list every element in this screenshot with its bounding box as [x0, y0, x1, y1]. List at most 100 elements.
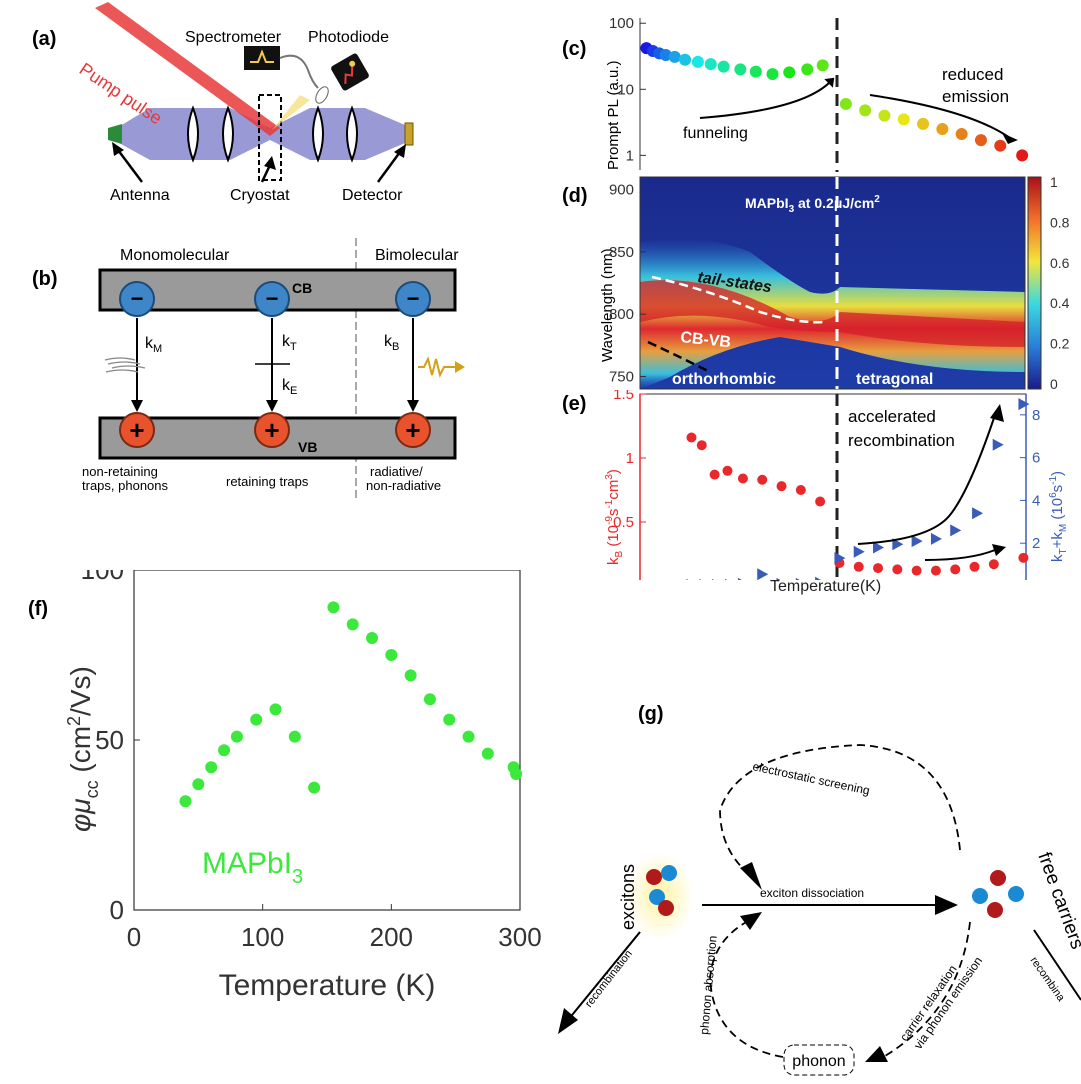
colorbar-tick-label: 0.8	[1050, 214, 1070, 230]
caption-radiative-2: non-radiative	[366, 478, 441, 493]
bimolecular-label: Bimolecular	[375, 247, 459, 264]
antenna-label: Antenna	[110, 187, 170, 204]
tail-states-curve	[651, 275, 826, 324]
panel-e-ylabel-right: kT+kM (106s-1)	[1048, 471, 1069, 562]
pl-point	[679, 53, 692, 66]
orthorhombic-label: orthorhombic	[672, 371, 776, 388]
hole-3: +	[395, 412, 431, 448]
monomolecular-label: Monomolecular	[120, 247, 230, 264]
free-carrier-hole-2	[1008, 886, 1024, 902]
e-ytick-left-label: 1.5	[613, 390, 634, 403]
photodiode-icon	[331, 53, 369, 91]
kb-point	[873, 563, 884, 574]
panel-f-plot-area	[133, 570, 521, 911]
pl-point	[783, 66, 796, 79]
panel-e-rates-chart: (e) 1.510.508642050100150200250 accelera…	[562, 390, 1069, 580]
svg-text:+: +	[264, 415, 279, 445]
mobility-point	[327, 601, 340, 614]
electron-2: −	[254, 281, 290, 317]
pl-point	[766, 68, 779, 81]
f-ytick-label: 0	[110, 895, 124, 925]
mobility-point	[404, 669, 417, 682]
colorbar-ticks: 1 0.8 0.6 0.4 0.2 0	[1050, 174, 1070, 392]
spectrometer-label: Spectrometer	[185, 29, 282, 46]
funneling-label: funneling	[683, 125, 748, 142]
pl-point	[801, 63, 814, 76]
mobility-point	[385, 649, 398, 661]
e-ytick-left-label: 1	[626, 450, 634, 467]
pl-point	[816, 59, 829, 72]
cb-label: CB	[292, 280, 312, 296]
ktkm-point	[892, 538, 904, 551]
panel-c-yticks: 100 10 1	[609, 15, 646, 164]
e-ytick-right-label: 8	[1032, 407, 1040, 424]
f-xtick-label: 200	[370, 922, 413, 952]
reduced-label-1: reduced	[942, 65, 1003, 84]
c-ytick-label: 1	[626, 147, 634, 164]
ktkm-point	[699, 578, 702, 580]
panel-g-label: (g)	[638, 703, 664, 725]
panel-a-setup: (a) Pump pulse Spectrometer Photodiode A…	[32, 2, 414, 204]
panel-f-label: (f)	[28, 598, 48, 620]
f-ytick-label: 50	[95, 725, 124, 755]
exciton-pair-2	[649, 889, 674, 916]
pl-point	[668, 50, 681, 63]
kb-point	[696, 440, 707, 451]
electron-3: −	[395, 281, 431, 317]
kb-point	[686, 432, 697, 443]
ke-label: kE	[282, 377, 297, 397]
recombination-right-label: recombina	[1028, 955, 1068, 1005]
panel-f-legend: MAPbI3	[202, 847, 303, 888]
panel-f-ticks: 0 100 200 300 100 50 0	[81, 570, 542, 952]
phonon-box	[783, 1044, 855, 1076]
photon-wave	[418, 356, 455, 378]
pl-point	[917, 117, 930, 130]
phonon-label: phonon	[792, 1053, 845, 1070]
pl-point	[691, 55, 704, 68]
svg-text:−: −	[266, 286, 279, 311]
mobility-point	[179, 795, 192, 808]
mobility-point	[269, 703, 282, 716]
d-ytick-label: 800	[609, 306, 634, 323]
pl-point	[955, 128, 968, 141]
mobility-point	[250, 713, 263, 726]
mobility-point	[192, 778, 205, 791]
photodiode-label: Photodiode	[308, 29, 389, 46]
heatmap-emission-band	[640, 238, 1025, 389]
kb-point	[892, 564, 903, 575]
c-ytick-label: 100	[609, 15, 634, 32]
colorbar-tick-label: 1	[1050, 174, 1058, 190]
panel-f-mobility-chart: (f) 0 100 200 300 100 50 0 MAPbI3 φμcc (cm2/Vs…	[28, 570, 542, 1002]
mobility-point	[230, 730, 243, 743]
screening-loop	[719, 744, 961, 876]
kb-point	[950, 564, 961, 575]
free-carrier-hole-1	[972, 888, 988, 904]
free-carrier-electron-2	[987, 902, 1003, 918]
reduced-label-2: emission	[942, 87, 1009, 106]
caption-retaining: retaining traps	[226, 474, 309, 489]
kb-point	[911, 565, 922, 576]
panel-e-points	[686, 398, 1030, 580]
mobility-point	[462, 730, 475, 743]
panel-c-points	[640, 42, 1029, 162]
pl-point	[897, 113, 910, 126]
f-ytick-label: 100	[81, 570, 124, 585]
panel-b-label: (b)	[32, 268, 58, 290]
caption-nonretaining-1: non-retaining	[82, 464, 158, 479]
e-ytick-left-label: 0.5	[613, 514, 634, 531]
f-xtick-label: 100	[241, 922, 284, 952]
kb-point	[737, 473, 748, 484]
pl-point	[659, 49, 672, 62]
pl-point	[749, 65, 762, 78]
cryostat-label: Cryostat	[230, 187, 290, 204]
colorbar	[1027, 176, 1042, 390]
panel-b-recombination-diagram: (b) Monomolecular Bimolecular CB VB − − …	[32, 238, 465, 498]
ktkm-point	[873, 541, 885, 554]
pl-point	[839, 97, 852, 110]
panel-c-label: (c)	[562, 38, 586, 60]
c-ytick-label: 10	[617, 81, 634, 98]
lens-4	[346, 105, 358, 163]
mobility-point	[443, 713, 456, 726]
panel-c-ylabel: Prompt PL (a.u.)	[605, 61, 622, 170]
pl-point	[1016, 149, 1029, 162]
